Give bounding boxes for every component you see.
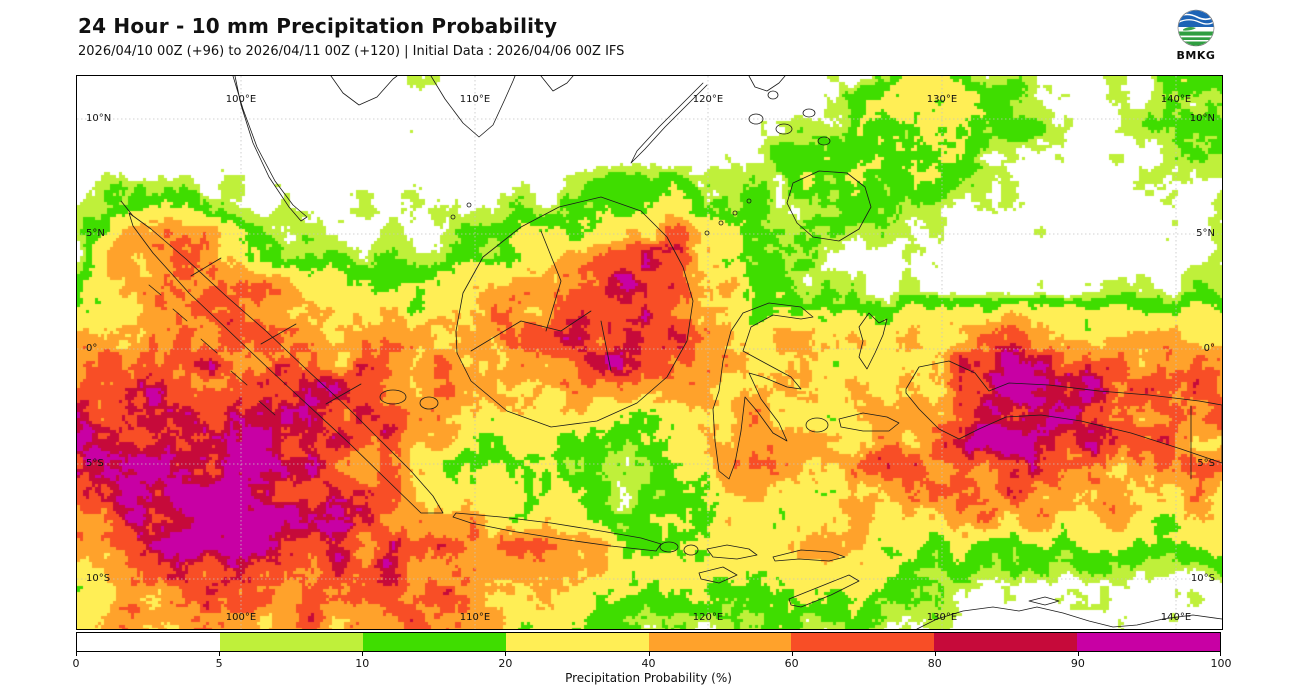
coast-mindanao <box>786 170 872 242</box>
lon-tick-label: 100°E <box>225 612 257 623</box>
page-title: 24 Hour - 10 mm Precipitation Probabilit… <box>78 14 558 38</box>
lon-tick-label: 110°E <box>459 94 491 105</box>
lon-tick-label: 120°E <box>692 94 724 105</box>
lon-tick-label: 100°E <box>225 94 257 105</box>
colorbar-tick <box>1077 652 1079 656</box>
page-subtitle: 2026/04/10 00Z (+96) to 2026/04/11 00Z (… <box>78 44 625 59</box>
lon-tick-label: 110°E <box>459 612 491 623</box>
colorbar-segment <box>219 633 363 651</box>
lon-tick-label: 130°E <box>926 94 958 105</box>
colorbar-tick <box>362 652 364 656</box>
colorbar-bar <box>76 632 1221 652</box>
coast-sulawesi <box>712 302 814 480</box>
colorbar-tick <box>505 652 507 656</box>
colorbar-tick <box>76 652 77 656</box>
lat-tick-label: 5°S <box>1197 458 1215 469</box>
lat-tick-label: 10°S <box>1190 573 1215 584</box>
lat-tick-label: 0° <box>1203 343 1215 354</box>
colorbar-segment <box>648 633 792 651</box>
colorbar-tick <box>219 652 221 656</box>
coast-australia <box>916 606 1222 629</box>
colorbar-tick-label: 20 <box>498 657 513 670</box>
colorbar-tick-label: 100 <box>1210 657 1232 670</box>
lon-tick-label: 130°E <box>926 612 958 623</box>
colorbar-tick-label: 5 <box>215 657 223 670</box>
colorbar-tick-label: 40 <box>641 657 656 670</box>
colorbar-segment <box>505 633 649 651</box>
coast-borneo <box>455 196 694 428</box>
lat-tick-label: 0° <box>86 343 98 354</box>
colorbar-segment <box>791 633 935 651</box>
coastlines-svg <box>77 76 1222 629</box>
colorbar: 0 5 10 20 40 60 80 90 100 Precipitation Probabil… <box>72 632 1232 685</box>
colorbar-tick-label: 60 <box>784 657 799 670</box>
colorbar-segment <box>1077 633 1220 651</box>
lon-tick-label: 140°E <box>1160 612 1192 623</box>
lon-tick-label: 120°E <box>692 612 724 623</box>
colorbar-tick-label: 80 <box>927 657 942 670</box>
colorbar-tick <box>791 652 793 656</box>
bmkg-logo: BMKG <box>1172 8 1220 62</box>
colorbar-ticks: 0 5 10 20 40 60 80 90 100 <box>72 652 1232 670</box>
lon-tick-label: 140°E <box>1160 94 1192 105</box>
lat-tick-label: 5°N <box>86 228 105 239</box>
colorbar-tick-label: 0 <box>72 657 80 670</box>
colorbar-segment <box>362 633 506 651</box>
coast-sumatra <box>128 212 444 514</box>
bmkg-globe-icon <box>1177 9 1215 47</box>
colorbar-title: Precipitation Probability (%) <box>565 671 732 685</box>
colorbar-segment <box>77 633 220 651</box>
lat-tick-label: 10°N <box>86 113 112 124</box>
lat-tick-label: 10°N <box>1189 113 1215 124</box>
lat-tick-label: 5°N <box>1196 228 1215 239</box>
coast-papua <box>905 360 1222 464</box>
lat-tick-label: 10°S <box>86 573 111 584</box>
coast-java <box>452 512 662 552</box>
bmkg-logo-label: BMKG <box>1176 49 1216 62</box>
colorbar-tick <box>1220 652 1221 656</box>
map-gridlines <box>77 76 1222 629</box>
weather-map: 100°E 100°E 110°E 110°E 120°E 120°E 130°E 130°E… <box>76 75 1223 630</box>
colorbar-tick <box>648 652 650 656</box>
colorbar-segment <box>934 633 1078 651</box>
colorbar-tick-label: 90 <box>1070 657 1085 670</box>
lat-tick-label: 5°S <box>86 458 104 469</box>
colorbar-tick <box>934 652 936 656</box>
colorbar-tick-label: 10 <box>355 657 370 670</box>
